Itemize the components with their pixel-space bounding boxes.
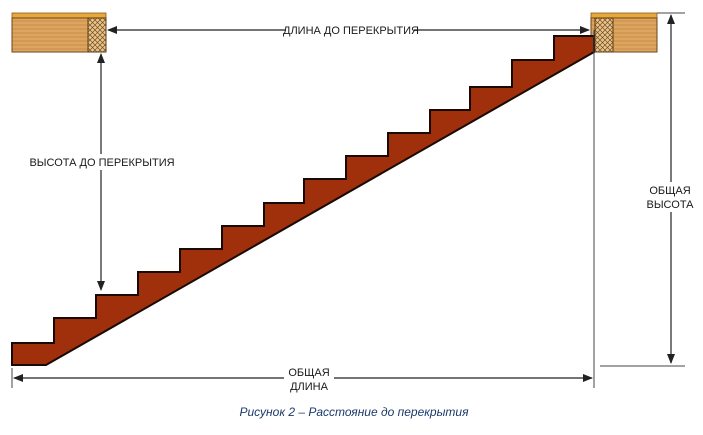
total-length-label-line2: ДЛИНА <box>290 381 329 393</box>
staircase <box>11 35 595 366</box>
figure-caption: Рисунок 2 – Расстояние до перекрытия <box>240 405 470 419</box>
left-beam-joist <box>87 17 107 53</box>
height-to-ceiling-label: ВЫСОТА ДО ПЕРЕКРЫТИЯ <box>29 157 174 169</box>
right-beam-top-edge <box>590 12 658 19</box>
right-beam-joist <box>594 17 614 53</box>
total-length-label-line1: ОБЩАЯ <box>288 367 329 379</box>
left-beam-top-edge <box>11 12 107 19</box>
height-to-ceiling-label-bg <box>40 154 164 170</box>
right-floor-beam <box>590 12 658 53</box>
left-floor-beam <box>11 12 107 53</box>
total-height-label-line2: ВЫСОТА <box>646 199 694 211</box>
length-to-ceiling-label: ДЛИНА ДО ПЕРЕКРЫТИЯ <box>283 25 419 37</box>
total-height-label-bg <box>640 182 702 212</box>
total-length-label-bg <box>284 366 334 394</box>
total-height-label-line1: ОБЩАЯ <box>649 185 690 197</box>
length-to-ceiling-label-bg <box>286 22 414 38</box>
